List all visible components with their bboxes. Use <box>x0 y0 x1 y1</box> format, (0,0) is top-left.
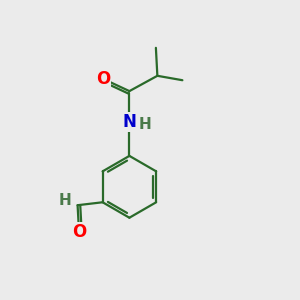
Text: N: N <box>122 113 136 131</box>
Text: O: O <box>72 223 86 241</box>
Text: H: H <box>59 193 72 208</box>
Text: H: H <box>138 117 151 132</box>
Text: O: O <box>96 70 110 88</box>
